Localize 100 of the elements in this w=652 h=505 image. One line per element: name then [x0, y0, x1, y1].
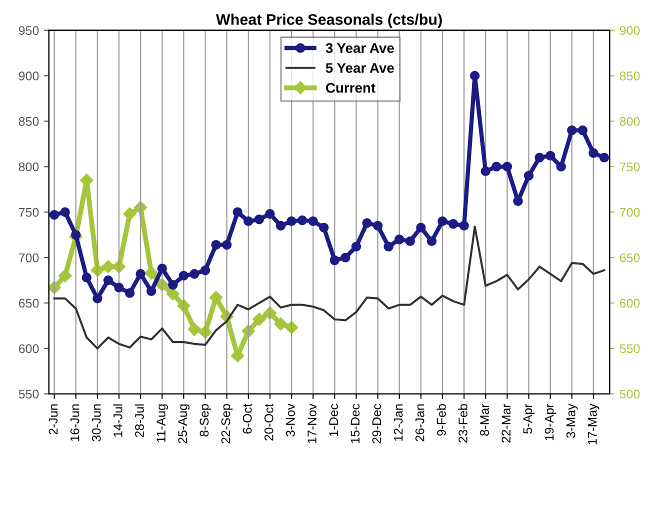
- x-tick-label: 9-Feb: [436, 404, 446, 436]
- point: [90, 264, 104, 277]
- x-tick-label: 6-Oct: [242, 404, 252, 434]
- y2-tick-label: 900: [620, 26, 640, 35]
- point: [297, 215, 308, 226]
- point: [92, 294, 102, 304]
- y-tick-label: 750: [18, 208, 39, 217]
- x-tick-label: 8-Mar: [480, 404, 489, 436]
- point: [545, 150, 556, 161]
- point: [534, 152, 544, 162]
- point: [123, 207, 136, 221]
- point: [124, 288, 135, 298]
- x-tick-label: 20-Oct: [264, 404, 274, 441]
- point: [492, 162, 502, 172]
- point: [362, 218, 372, 228]
- point: [58, 269, 72, 282]
- point: [459, 220, 469, 231]
- point: [274, 317, 288, 330]
- x-tick-label: 3-May: [566, 404, 578, 438]
- point: [438, 216, 448, 226]
- y2-tick-label: 700: [620, 208, 640, 217]
- point: [252, 312, 266, 326]
- x-tick-label: 1-Dec: [329, 404, 338, 436]
- y-tick-label: 650: [18, 298, 39, 308]
- point: [426, 236, 437, 246]
- point: [502, 162, 512, 172]
- point: [513, 196, 523, 206]
- point: [448, 219, 458, 229]
- y2-tick-label: 850: [620, 72, 640, 80]
- point: [168, 280, 178, 290]
- x-tick-label: 14-Jul: [113, 404, 122, 437]
- point: [188, 322, 202, 336]
- y-tick-label: 700: [18, 253, 39, 262]
- point: [308, 216, 318, 226]
- x-tick-label: 8-Sep: [200, 404, 212, 436]
- legend-label: 3 Year Ave: [326, 43, 394, 54]
- y2-tick-label: 550: [620, 344, 640, 354]
- point: [567, 125, 577, 136]
- line-series: [53, 226, 606, 350]
- point: [254, 214, 264, 224]
- legend-label: 5 Year Ave: [326, 63, 394, 73]
- point: [178, 270, 189, 281]
- y-tick-label: 550: [18, 390, 39, 399]
- point: [394, 234, 404, 244]
- y-tick-label: 950: [18, 26, 39, 35]
- point: [480, 166, 490, 176]
- point: [102, 260, 115, 274]
- point: [588, 148, 598, 158]
- point: [524, 170, 534, 181]
- y-tick-label: 800: [18, 162, 39, 172]
- y2-tick-label: 650: [620, 253, 640, 262]
- x-tick-label: 28-Jul: [134, 404, 144, 438]
- y2-tick-label: 500: [620, 390, 640, 399]
- point: [384, 242, 394, 252]
- point: [232, 207, 242, 217]
- point: [330, 255, 340, 266]
- x-tick-label: 11-Aug: [156, 404, 168, 442]
- x-tick-label: 25-Aug: [178, 404, 190, 444]
- point: [157, 264, 167, 274]
- x-tick-label: 23-Feb: [458, 404, 468, 443]
- point: [190, 269, 200, 279]
- point: [49, 210, 60, 220]
- point: [60, 207, 70, 217]
- point: [200, 265, 210, 276]
- point: [319, 222, 329, 232]
- point: [351, 242, 362, 252]
- point: [211, 240, 221, 250]
- point: [136, 269, 146, 279]
- point: [144, 266, 158, 280]
- x-tick-label: 29-Dec: [372, 404, 382, 444]
- x-tick-label: 3-Nov: [286, 404, 295, 436]
- point: [244, 216, 254, 226]
- point: [146, 286, 156, 296]
- point: [599, 152, 610, 162]
- x-tick-label: 15-Dec: [350, 404, 360, 443]
- x-tick-label: 16-Jun: [70, 404, 80, 441]
- y2-tick-label: 750: [620, 162, 640, 172]
- point: [340, 252, 350, 262]
- point: [286, 216, 296, 226]
- x-tick-label: 2-Jun: [48, 404, 58, 434]
- point: [209, 290, 223, 304]
- x-tick-label: 19-Apr: [544, 404, 556, 440]
- point: [405, 236, 415, 246]
- x-tick-label: 22-Sep: [221, 404, 233, 444]
- x-tick-label: 26-Jan: [415, 404, 424, 442]
- x-tick-label: 5-Apr: [523, 404, 535, 434]
- y2-tick-label: 600: [620, 298, 640, 308]
- x-tick-label: 12-Jan: [394, 404, 403, 441]
- point: [265, 209, 275, 219]
- point: [578, 125, 588, 136]
- point: [372, 220, 383, 231]
- point: [470, 70, 480, 81]
- x-tick-label: 17-Nov: [308, 404, 316, 443]
- point: [276, 220, 286, 231]
- point: [166, 287, 180, 300]
- x-tick-label: 30-Jun: [92, 404, 101, 442]
- point: [556, 162, 566, 172]
- legend-label: Current: [326, 82, 376, 93]
- y-tick-label: 850: [18, 117, 39, 126]
- point: [82, 272, 92, 282]
